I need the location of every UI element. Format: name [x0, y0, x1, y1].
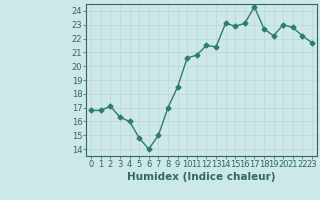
X-axis label: Humidex (Indice chaleur): Humidex (Indice chaleur) — [127, 172, 276, 182]
